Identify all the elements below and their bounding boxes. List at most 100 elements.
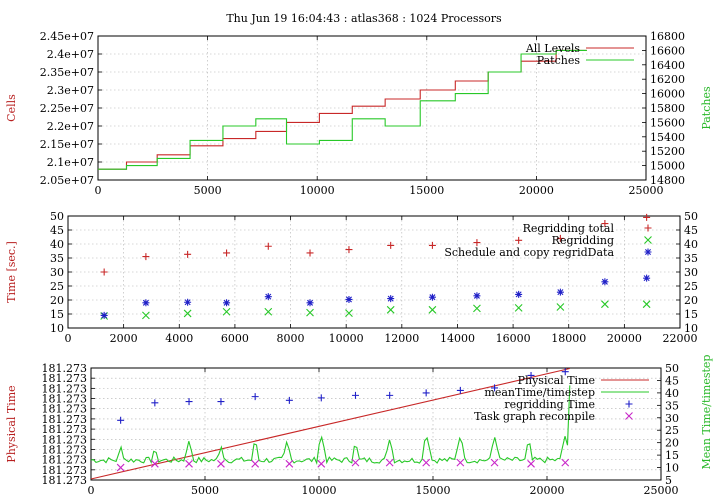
x-tick-label: 15000 xyxy=(416,484,451,497)
y2-tick-label: 20 xyxy=(684,294,698,307)
y2-tick-label: 14800 xyxy=(650,174,685,187)
y2-tick-label: 15 xyxy=(665,449,679,462)
data-point xyxy=(185,459,193,468)
data-point xyxy=(306,299,314,307)
x-tick-label: 14000 xyxy=(440,332,475,345)
y2-tick-label: 16800 xyxy=(650,30,685,43)
x-tick-label: 0 xyxy=(65,332,72,345)
y-tick-label: 181.273 xyxy=(42,464,88,477)
x-tick-label: 18000 xyxy=(551,332,586,345)
y2-tick-label: 5 xyxy=(665,474,672,487)
y2-tick-label: 16400 xyxy=(650,59,685,72)
x-tick-label: 5000 xyxy=(191,484,219,497)
data-point xyxy=(456,458,465,467)
y-axis-label: Time [sec.] xyxy=(5,241,18,303)
y-tick-label: 20 xyxy=(50,294,64,307)
y-tick-label: 30 xyxy=(50,266,64,279)
x-tick-label: 6000 xyxy=(221,332,249,345)
data-point xyxy=(514,303,523,312)
data-point xyxy=(386,305,395,314)
x-tick-label: 15000 xyxy=(409,184,444,197)
data-point xyxy=(345,246,353,254)
data-point xyxy=(527,371,535,379)
data-point xyxy=(217,459,225,468)
y-tick-label: 181.273 xyxy=(42,362,88,375)
data-point xyxy=(422,389,430,397)
y-tick-label: 181.273 xyxy=(42,454,88,467)
data-point xyxy=(642,300,651,309)
y-tick-label: 2.15e+07 xyxy=(40,138,94,151)
y-tick-label: 2.1e+07 xyxy=(47,156,94,169)
data-point xyxy=(644,236,652,244)
legend-label: Patches xyxy=(537,54,581,67)
data-point xyxy=(473,304,481,313)
data-point xyxy=(345,309,353,318)
y2-tick-label: 10 xyxy=(665,462,679,475)
x-tick-label: 0 xyxy=(95,184,102,197)
data-point xyxy=(428,293,436,301)
plot-frame xyxy=(97,35,647,181)
legend-label: Regridding total xyxy=(523,222,615,235)
y-tick-label: 2.35e+07 xyxy=(40,66,94,79)
data-point xyxy=(387,295,395,303)
plot-frame xyxy=(90,367,662,481)
regrid-time-panel: 0 2000 4000 6000 8000 10000 12000 14000 16000 180… xyxy=(5,210,698,345)
y-tick-label: 181.273 xyxy=(42,382,88,395)
data-point xyxy=(217,398,225,406)
legend-label: Schedule and copy regridData xyxy=(444,246,614,259)
data-point xyxy=(601,220,609,228)
data-point xyxy=(625,412,633,420)
y2-tick-label: 16600 xyxy=(650,44,685,57)
y-tick-label: 2.05e+07 xyxy=(40,174,94,187)
y2-tick-label: 30 xyxy=(684,266,698,279)
x-tick-label: 12000 xyxy=(384,332,419,345)
y2-tick-label: 45 xyxy=(665,374,679,387)
legend-label: regridding Time xyxy=(504,398,595,411)
data-point xyxy=(264,293,272,301)
y-tick-label: 181.273 xyxy=(42,433,88,446)
y2-tick-label: 10 xyxy=(684,322,698,335)
data-point xyxy=(601,278,609,286)
data-point xyxy=(184,298,192,306)
y2-tick-label: 15200 xyxy=(650,145,685,158)
data-point xyxy=(251,459,260,468)
data-point xyxy=(117,416,125,424)
y2-tick-label: 40 xyxy=(684,238,698,251)
y2-tick-label: 25 xyxy=(684,280,698,293)
x-tick-label: 4000 xyxy=(165,332,193,345)
data-point xyxy=(561,458,570,467)
y-axis-label: Cells xyxy=(5,94,18,122)
y2-tick-label: 15400 xyxy=(650,131,685,144)
data-point xyxy=(473,292,481,300)
data-point xyxy=(625,400,633,408)
y2-tick-label: 35 xyxy=(665,399,679,412)
legend-label: All Levels xyxy=(525,42,581,55)
y2-tick-label: 25 xyxy=(665,424,679,437)
physical-time-panel: 0 5000 10000 15000 20000 25000181.273181.2731… xyxy=(5,355,713,497)
legend-label: meanTime/timestep xyxy=(484,386,595,399)
data-point xyxy=(387,241,395,249)
data-point xyxy=(385,458,394,467)
y-tick-label: 2.4e+07 xyxy=(47,48,94,61)
y-tick-label: 181.273 xyxy=(42,413,88,426)
data-point xyxy=(317,394,325,402)
data-point xyxy=(264,307,273,316)
data-point xyxy=(306,308,314,317)
y-tick-label: 45 xyxy=(50,224,64,237)
data-point xyxy=(251,393,259,401)
y-tick-label: 35 xyxy=(50,252,64,265)
x-tick-label: 20000 xyxy=(530,484,565,497)
y2-tick-label: 50 xyxy=(684,210,698,223)
data-point xyxy=(183,309,192,318)
data-point xyxy=(142,253,150,261)
data-point xyxy=(116,463,125,472)
x-tick-label: 10000 xyxy=(329,332,364,345)
data-point xyxy=(515,236,523,244)
y-tick-label: 181.273 xyxy=(42,443,88,456)
series-line xyxy=(90,367,570,480)
data-point xyxy=(222,307,231,316)
x-tick-label: 16000 xyxy=(496,332,531,345)
data-point xyxy=(561,368,569,376)
y2-tick-label: 15 xyxy=(684,308,698,321)
data-point xyxy=(556,288,564,296)
